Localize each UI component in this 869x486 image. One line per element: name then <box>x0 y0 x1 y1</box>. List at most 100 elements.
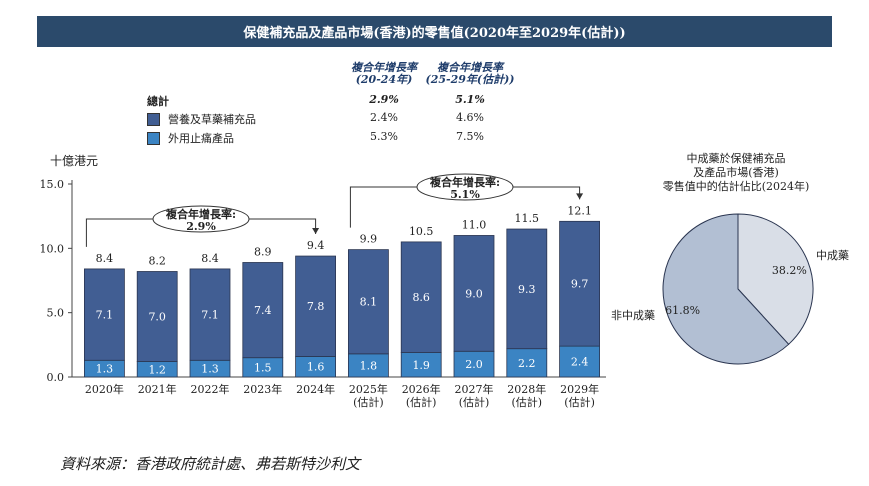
bar-value-label-pain-relief: 1.6 <box>307 361 325 374</box>
bar-total-label: 9.4 <box>307 239 325 252</box>
x-tick-label: 2020年 <box>85 382 124 396</box>
bar-total-label: 10.5 <box>409 225 434 238</box>
x-tick-label: (估計) <box>353 395 384 409</box>
cagr-bubble-label: 複合年增長率: <box>429 175 500 189</box>
x-tick-label: 2026年 <box>402 382 441 396</box>
bar-total-label: 8.9 <box>254 245 272 258</box>
y-tick-label: 15.0 <box>40 178 65 191</box>
total-label: 總計 <box>147 95 169 108</box>
bar-segment-supplements <box>295 255 337 357</box>
pie-slice <box>662 213 790 365</box>
cagr-pain-relief-v1: 5.3% <box>370 130 398 143</box>
bar-segment-supplements <box>347 249 389 355</box>
cagr-bubble <box>152 205 250 233</box>
cagr-header-1-line-2: (20-24年) <box>355 73 413 86</box>
bar-segment-supplements <box>453 235 495 352</box>
bar-segment-supplements <box>242 262 284 359</box>
pie-label-tcm: 中成藥 <box>816 249 849 262</box>
bar-value-label-supplements: 9.0 <box>465 287 483 300</box>
pie-title-line-3: 零售值中的估計佔比(2024年) <box>662 180 810 193</box>
cagr-total-v2: 5.1% <box>455 93 485 106</box>
cagr-arrow-head <box>312 228 320 235</box>
chart-title: 保健補充品及產品市場(香港)的零售值(2020年至2029年(估計)) <box>243 26 626 41</box>
legend-label-pain-relief: 外用止痛產品 <box>168 132 234 145</box>
bar-segment-pain-relief <box>400 352 442 378</box>
x-tick-label: 2029年 <box>560 382 599 396</box>
x-tick-label: (估計) <box>512 395 543 409</box>
pie-slice-value: 38.2% <box>772 264 807 277</box>
y-tick-label: 5.0 <box>47 307 65 320</box>
cagr-row-total-label: 總計 <box>147 93 169 109</box>
bar-value-label-pain-relief: 2.0 <box>465 358 483 371</box>
bar-segment-supplements <box>400 241 442 353</box>
x-tick-label: 2024年 <box>296 382 335 396</box>
bar-value-label-supplements: 9.7 <box>571 278 589 291</box>
pie-slice <box>737 213 814 346</box>
source-note: 資料來源：香港政府統計處、弗若斯特沙利文 <box>60 455 361 473</box>
bar-value-label-supplements: 8.6 <box>412 291 430 304</box>
cagr-supplements-v1: 2.4% <box>370 111 398 124</box>
legend-swatch-supplements <box>147 112 160 126</box>
bar-value-label-pain-relief: 1.2 <box>148 363 166 376</box>
cagr-supplements-v2: 4.6% <box>456 111 484 124</box>
chart-title-bar: 保健補充品及產品市場(香港)的零售值(2020年至2029年(估計)) <box>37 16 832 47</box>
bar-value-label-supplements: 7.1 <box>201 309 219 322</box>
cagr-total-v1: 2.9% <box>369 93 399 106</box>
bar-value-label-pain-relief: 2.2 <box>518 357 536 370</box>
x-tick-label: 2028年 <box>507 382 546 396</box>
pie-title: 中成藥於保健補充品 及產品市場(香港) 零售值中的估計佔比(2024年) <box>626 152 846 194</box>
cagr-header-2-line-2: (25-29年(估計)) <box>425 73 515 86</box>
legend-item-pain-relief: 外用止痛產品 <box>147 130 234 146</box>
bar-total-label: 12.1 <box>567 204 592 217</box>
pie-title-line-1: 中成藥於保健補充品 <box>686 152 786 165</box>
cagr-pain-relief-v2: 7.5% <box>456 130 484 143</box>
bar-value-label-supplements: 9.3 <box>518 283 536 296</box>
x-tick-label: (估計) <box>459 395 490 409</box>
bar-total-label: 11.5 <box>515 212 540 225</box>
bar-segment-pain-relief <box>559 345 600 378</box>
bar-segment-supplements <box>559 220 600 347</box>
bar-value-label-supplements: 7.1 <box>96 309 114 322</box>
bar-total-label: 8.2 <box>148 254 166 267</box>
bar-value-label-pain-relief: 1.3 <box>201 363 219 376</box>
bar-value-label-pain-relief: 2.4 <box>571 356 589 369</box>
bar-value-label-pain-relief: 1.9 <box>412 359 430 372</box>
cagr-bubble <box>416 173 514 201</box>
x-tick-label: 2021年 <box>138 382 177 396</box>
bar-value-label-supplements: 8.1 <box>360 296 378 309</box>
cagr-header-2025-2029: 複合年增長率 (25-29年(估計)) <box>424 62 516 86</box>
x-tick-label: (估計) <box>406 395 437 409</box>
bar-segment-supplements <box>506 228 548 350</box>
pie-title-line-2: 及產品市場(香港) <box>693 166 779 179</box>
cagr-bubble-value: 5.1% <box>450 188 480 201</box>
bar-value-label-pain-relief: 1.5 <box>254 361 272 374</box>
bar-segment-supplements <box>136 271 178 362</box>
x-tick-label: 2022年 <box>191 382 230 396</box>
pie-slice-value: 61.8% <box>665 304 700 317</box>
cagr-header-2-line-1: 複合年增長率 <box>437 61 503 74</box>
x-tick-label: 2025年 <box>349 382 388 396</box>
bar-value-label-pain-relief: 1.3 <box>96 363 114 376</box>
cagr-arrow-head <box>576 193 584 200</box>
legend-item-supplements: 營養及草藥補充品 <box>147 111 256 127</box>
bar-segment-pain-relief <box>506 348 548 378</box>
bar-segment-supplements <box>84 268 125 361</box>
legend-label-supplements: 營養及草藥補充品 <box>168 113 256 126</box>
x-tick-label: 2023年 <box>243 382 282 396</box>
bar-value-label-supplements: 7.0 <box>148 311 166 324</box>
cagr-bubble-label: 複合年增長率: <box>165 207 236 221</box>
bar-value-label-pain-relief: 1.8 <box>360 359 378 372</box>
y-tick-label: 0.0 <box>47 371 65 384</box>
y-axis-label: 十億港元 <box>50 154 98 168</box>
cagr-bubble-value: 2.9% <box>186 220 216 233</box>
bar-total-label: 11.0 <box>462 218 487 231</box>
x-tick-label: 2027年 <box>455 382 494 396</box>
bar-total-label: 8.4 <box>96 252 114 265</box>
pie-label-non-tcm: 非中成藥 <box>611 309 655 322</box>
bar-total-label: 8.4 <box>201 252 219 265</box>
bar-value-label-supplements: 7.8 <box>307 300 325 313</box>
bar-total-label: 9.9 <box>360 233 378 246</box>
y-tick-label: 10.0 <box>40 242 65 255</box>
bar-value-label-supplements: 7.4 <box>254 304 272 317</box>
